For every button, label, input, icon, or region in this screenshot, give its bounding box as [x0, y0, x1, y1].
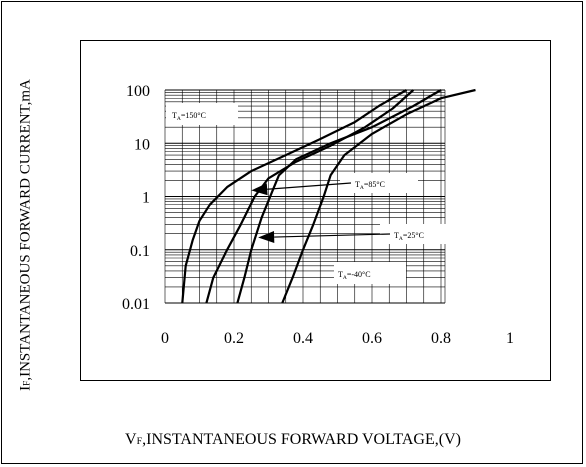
x-label-prefix: V: [125, 431, 137, 448]
x-label-rest: ,INSTANTANEOUS FORWARD VOLTAGE,(V): [142, 431, 461, 448]
annotation-rest: =150°C: [181, 111, 206, 120]
annotation-label: TA=85°C: [355, 180, 385, 191]
annotation-label: TA=-40°C: [338, 270, 371, 281]
annotation-sub: A: [177, 116, 181, 122]
y-label-sub: F: [22, 380, 33, 386]
annotation-rest: =85°C: [364, 180, 385, 189]
x-label-sub: F: [136, 436, 143, 447]
annotation-prefix: T: [338, 270, 343, 279]
series-line: [205, 89, 415, 304]
y-label-prefix: I: [17, 385, 34, 391]
annotation-sub: A: [399, 236, 403, 242]
y-tick-label: 10: [134, 136, 150, 153]
x-tick-label: 0.4: [293, 330, 313, 347]
x-tick-label: 0.6: [362, 330, 382, 347]
y-tick-label: 0.1: [130, 243, 150, 260]
annotation-arrow-line: [267, 182, 352, 190]
y-tick-label: 0.01: [122, 296, 150, 313]
annotation-label: TA=25°C: [394, 231, 424, 242]
plot-box: [80, 40, 551, 381]
x-axis-label: VF,INSTANTANEOUS FORWARD VOLTAGE,(V): [0, 431, 586, 449]
annotation-arrow-line: [274, 233, 391, 238]
annotation-rest: =25°C: [403, 231, 424, 240]
annotation-box: [380, 224, 456, 244]
x-tick-label: 0.2: [224, 330, 244, 347]
series-line: [281, 88, 476, 304]
annotation-box: [166, 103, 238, 125]
annotation-arrow-head: [251, 183, 268, 196]
annotation-sub: A: [360, 185, 364, 191]
annotation-rest: =-40°C: [347, 270, 371, 279]
y-label-rest: ,INSTANTANEOUS FORWARD CURRENT,mA: [17, 79, 34, 381]
annotation-prefix: T: [394, 231, 399, 240]
y-axis-label: IF,INSTANTANEOUS FORWARD CURRENT,mA: [18, 79, 35, 391]
annotation-box: [334, 262, 406, 284]
annotation-arrow-head: [258, 231, 275, 244]
y-tick-label: 100: [126, 83, 150, 100]
x-tick-label: 1: [506, 330, 514, 347]
series-line: [181, 89, 408, 304]
x-tick-label: 0.8: [431, 330, 451, 347]
series-line: [236, 89, 442, 304]
y-tick-label: 1: [142, 190, 150, 207]
annotation-prefix: T: [355, 180, 360, 189]
annotation-box: [340, 173, 418, 193]
annotation-label: TA=150°C: [172, 111, 206, 122]
x-tick-label: 0: [161, 330, 169, 347]
annotation-prefix: T: [172, 111, 177, 120]
annotation-sub: A: [343, 275, 347, 281]
